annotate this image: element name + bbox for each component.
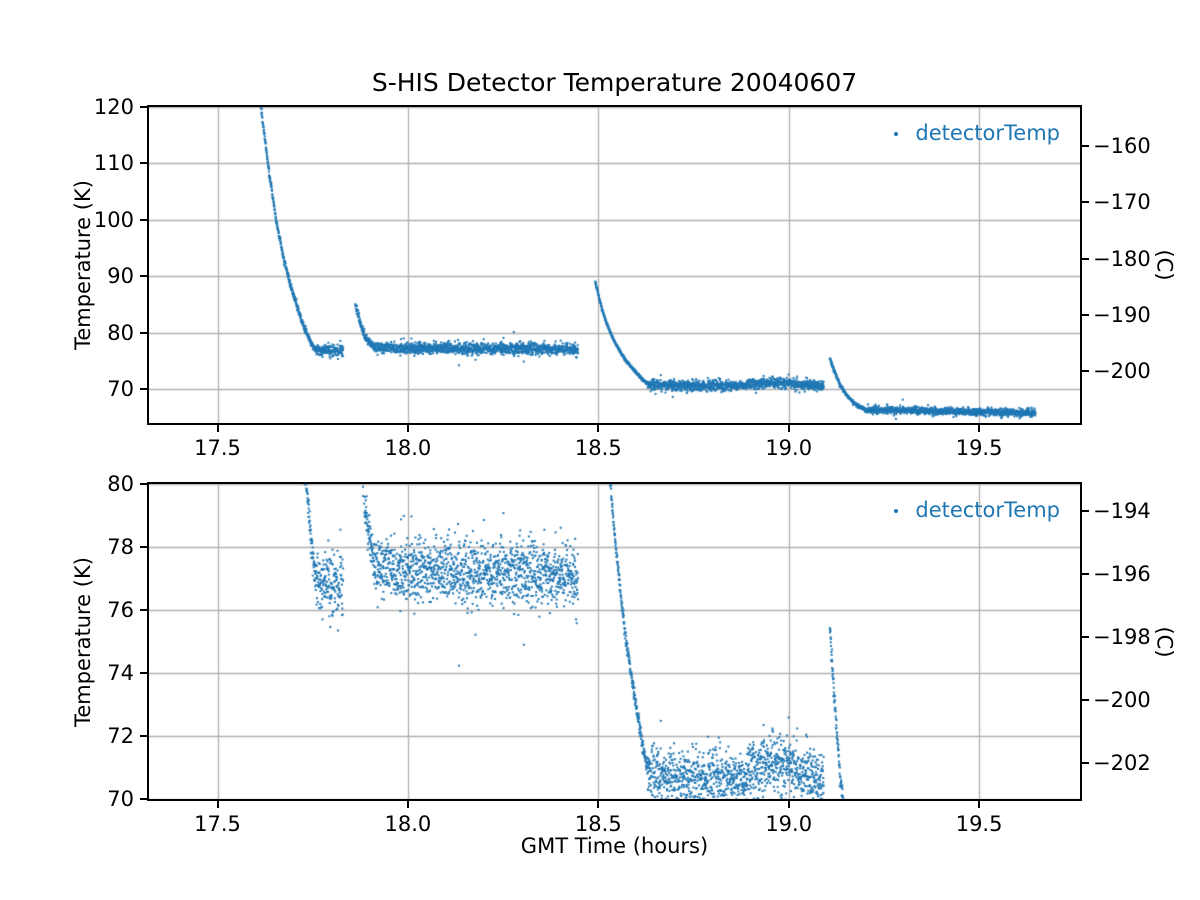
y-tick-mark-left (140, 106, 147, 108)
x-tick-label: 18.5 (574, 436, 622, 460)
top-subplot: detectorTemp 17.5 18.0 18.5 19.0 19.5 70 80 90 1… (94, 95, 1151, 460)
x-tick-label: 19.5 (955, 436, 1003, 460)
y-tick-label-right: −198 (1093, 624, 1151, 649)
x-tick-label: 19.5 (955, 812, 1003, 836)
y-tick-label-left: 70 (107, 787, 134, 811)
y-tick-mark-right (1082, 572, 1089, 575)
y-tick-label-left: 80 (107, 472, 134, 496)
y-tick-label-left: 72 (107, 724, 134, 748)
y-tick-mark-right (1082, 761, 1089, 764)
y-tick-mark-left (140, 483, 147, 485)
y-tick-mark-right (1082, 698, 1089, 701)
y-tick-label-right: −196 (1093, 561, 1151, 586)
legend: detectorTemp (894, 121, 1060, 146)
x-tick-mark (787, 425, 790, 432)
x-tick-mark (597, 801, 600, 808)
y-tick-mark-right (1082, 257, 1089, 260)
y-tick-label-left: 90 (107, 264, 134, 289)
y-tick-mark-left (140, 388, 147, 391)
bottom-subplot: detectorTemp 17.5 18.0 18.5 19.0 19.5 70 72 74 7… (107, 472, 1150, 836)
y-tick-mark-left (140, 798, 147, 800)
x-tick-label: 19.0 (765, 436, 813, 460)
y-tick-mark-left (140, 546, 147, 548)
legend-marker-icon (894, 131, 899, 136)
x-tick-mark (216, 801, 219, 808)
x-tick-label: 18.5 (574, 812, 622, 836)
y-tick-mark-right (1082, 370, 1089, 373)
x-tick-mark (406, 801, 409, 808)
x-tick-mark (978, 425, 981, 432)
x-tick-mark (406, 425, 409, 432)
y-tick-mark-left (140, 275, 147, 278)
y-tick-mark-right (1082, 313, 1089, 316)
x-tick-mark (597, 425, 600, 432)
x-axis-label: GMT Time (hours) (520, 834, 709, 858)
chart-title: S-HIS Detector Temperature 20040607 (371, 68, 858, 97)
y-tick-label-right: −190 (1093, 302, 1151, 327)
x-tick-label: 19.0 (765, 812, 813, 836)
y-axis-label-right-top: (C) (1153, 249, 1177, 281)
x-tick-label: 18.0 (384, 812, 432, 836)
y-tick-mark-left (140, 331, 147, 334)
y-tick-mark-left (140, 672, 147, 674)
y-tick-label-right: −170 (1093, 190, 1151, 215)
y-tick-label-left: 70 (107, 377, 134, 402)
legend-marker-icon (894, 508, 899, 513)
legend-label: detectorTemp (915, 121, 1060, 145)
x-tick-mark (216, 425, 219, 432)
y-tick-mark-left (140, 735, 147, 737)
y-tick-label-left: 100 (93, 207, 134, 232)
y-tick-label-right: −194 (1093, 498, 1151, 523)
top-plot-canvas (149, 107, 1080, 423)
y-axis-label-left-bottom: Temperature (K) (71, 556, 96, 727)
x-tick-mark (978, 801, 981, 808)
x-tick-label: 18.0 (384, 436, 432, 460)
y-tick-label-right: −160 (1093, 133, 1151, 158)
y-tick-mark-right (1082, 201, 1089, 204)
y-tick-label-left: 120 (93, 95, 134, 119)
y-tick-label-right: −180 (1093, 246, 1151, 271)
y-tick-label-right: −202 (1093, 750, 1151, 775)
y-tick-mark-right (1082, 509, 1089, 512)
y-axis-label-left-top: Temperature (K) (71, 180, 96, 350)
y-tick-label-left: 74 (107, 661, 134, 685)
legend-label: detectorTemp (915, 498, 1060, 522)
x-tick-label: 17.5 (194, 812, 241, 836)
y-tick-label-right: −200 (1093, 359, 1151, 384)
y-tick-label-left: 76 (107, 598, 134, 622)
x-tick-label: 17.5 (194, 436, 241, 460)
legend: detectorTemp (894, 498, 1060, 523)
y-tick-mark-left (140, 609, 147, 611)
y-tick-mark-left (140, 162, 147, 165)
y-tick-mark-right (1082, 144, 1089, 147)
y-tick-mark-right (1082, 635, 1089, 638)
y-tick-label-right: −200 (1093, 687, 1151, 712)
y-tick-label-left: 110 (93, 151, 134, 176)
y-axis-label-right-bottom: (C) (1153, 625, 1177, 658)
x-tick-mark (787, 801, 790, 808)
y-tick-label-left: 78 (107, 535, 134, 559)
bottom-plot-canvas (149, 484, 1080, 799)
y-tick-mark-left (140, 218, 147, 221)
y-tick-label-left: 80 (107, 320, 134, 345)
